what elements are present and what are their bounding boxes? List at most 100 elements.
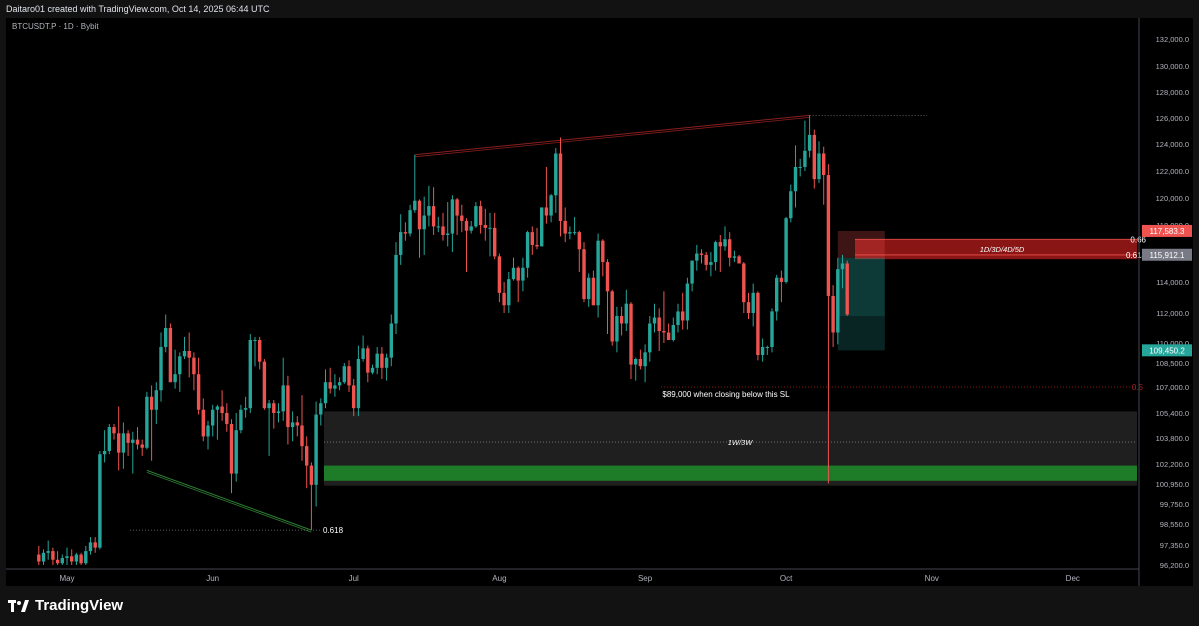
candle-body	[544, 207, 549, 216]
price-chart[interactable]: 1W/3W 1D/3D/4D/5D 0.66 0.618 $89,000 when cl…	[6, 18, 1193, 586]
candle-body	[601, 240, 605, 263]
candle-body	[413, 200, 417, 211]
candle-body	[793, 166, 798, 192]
candle-body	[648, 323, 652, 353]
price-tick-label: 97,350.0	[1160, 541, 1189, 550]
candle-body	[145, 396, 149, 448]
price-tag-label: 115,912.1	[1150, 251, 1186, 260]
candle-body	[775, 277, 779, 312]
candle-body	[370, 367, 375, 373]
candle-body	[41, 552, 46, 562]
candle-body	[676, 311, 680, 325]
price-tick-label: 124,000.0	[1156, 140, 1189, 149]
green-band	[324, 465, 1137, 481]
time-tick-label: Oct	[780, 574, 793, 583]
candle-body	[521, 267, 525, 281]
candle-body	[178, 356, 182, 375]
candle-body	[328, 382, 332, 389]
price-tick-label: 108,500.0	[1156, 359, 1189, 368]
candle-body	[511, 267, 516, 280]
candle-body	[610, 291, 614, 342]
price-tick-label: 102,200.0	[1156, 460, 1189, 469]
tradingview-brand[interactable]: TradingView	[8, 597, 123, 614]
candle-body	[361, 348, 365, 359]
candle-body	[149, 396, 154, 410]
candle-body	[206, 425, 210, 437]
candle-body	[845, 263, 849, 315]
candle-body	[568, 232, 572, 234]
candle-body	[225, 413, 229, 424]
candle-body	[525, 232, 530, 268]
candle-body	[126, 433, 130, 443]
candle-body	[187, 351, 191, 358]
price-tag-label: 117,583.3	[1150, 227, 1186, 236]
candle-body	[483, 225, 487, 228]
candle-body	[309, 465, 314, 485]
candle-body	[333, 385, 337, 389]
candle-body	[417, 200, 422, 230]
candle-body	[164, 328, 168, 347]
candle-body	[159, 347, 163, 391]
candle-body	[380, 353, 384, 368]
price-tick-label: 99,750.0	[1160, 500, 1189, 509]
level-066-label: 0.66	[1130, 235, 1146, 244]
candle-body	[540, 207, 544, 247]
candle-body	[690, 260, 694, 284]
position-remaining-box	[837, 316, 885, 351]
price-tick-label: 130,000.0	[1156, 62, 1189, 71]
candle-body	[469, 226, 473, 231]
candle-body	[441, 226, 445, 235]
candle-body	[582, 249, 586, 300]
candle-body	[196, 374, 201, 410]
candle-body	[742, 263, 746, 303]
candle-body	[779, 277, 784, 282]
candle-body	[535, 244, 539, 247]
chart-caption: Daitaro01 created with TradingView.com, …	[6, 4, 270, 14]
time-tick-label: Nov	[925, 574, 939, 583]
candle-body	[713, 242, 718, 263]
candle-body	[422, 215, 426, 230]
candle-body	[93, 542, 97, 548]
candle-body	[572, 232, 577, 234]
candle-body	[530, 232, 534, 245]
candle-body	[671, 325, 675, 340]
candle-body	[789, 191, 793, 219]
candle-body	[140, 444, 144, 448]
candle-body	[507, 279, 511, 306]
candle-body	[662, 331, 666, 333]
candle-body	[596, 240, 600, 306]
candle-body	[431, 206, 436, 227]
candle-body	[399, 232, 403, 255]
candle-body	[88, 542, 93, 552]
candle-body	[558, 153, 563, 221]
candle-body	[464, 220, 469, 231]
candle-body	[657, 317, 661, 331]
candle-body	[79, 554, 83, 564]
candle-body	[84, 551, 88, 564]
candle-body	[258, 340, 262, 362]
candle-body	[784, 218, 788, 282]
tradingview-logo-icon	[8, 599, 29, 612]
candle-body	[131, 439, 135, 443]
green-trend-line-inner	[146, 472, 312, 533]
candle-body	[352, 385, 356, 409]
price-tick-label: 128,000.0	[1156, 88, 1189, 97]
price-tick-label: 105,400.0	[1156, 409, 1189, 418]
candle-body	[427, 206, 431, 216]
chart-frame[interactable]: 1W/3W 1D/3D/4D/5D 0.66 0.618 $89,000 when cl…	[6, 18, 1193, 586]
candle-body	[685, 283, 690, 321]
candle-body	[286, 385, 290, 428]
price-tag	[1142, 224, 1192, 237]
candle-body	[826, 175, 831, 296]
candle-body	[337, 382, 342, 386]
candle-body	[770, 311, 774, 347]
candle-body	[718, 242, 722, 247]
candle-body	[624, 303, 628, 324]
candle-body	[281, 385, 285, 412]
candle-body	[629, 303, 633, 365]
price-tick-label: 132,000.0	[1156, 35, 1189, 44]
candle-body	[366, 348, 370, 373]
price-tick-label: 120,000.0	[1156, 194, 1189, 203]
candle-body	[831, 295, 835, 333]
candle-body	[746, 302, 751, 313]
